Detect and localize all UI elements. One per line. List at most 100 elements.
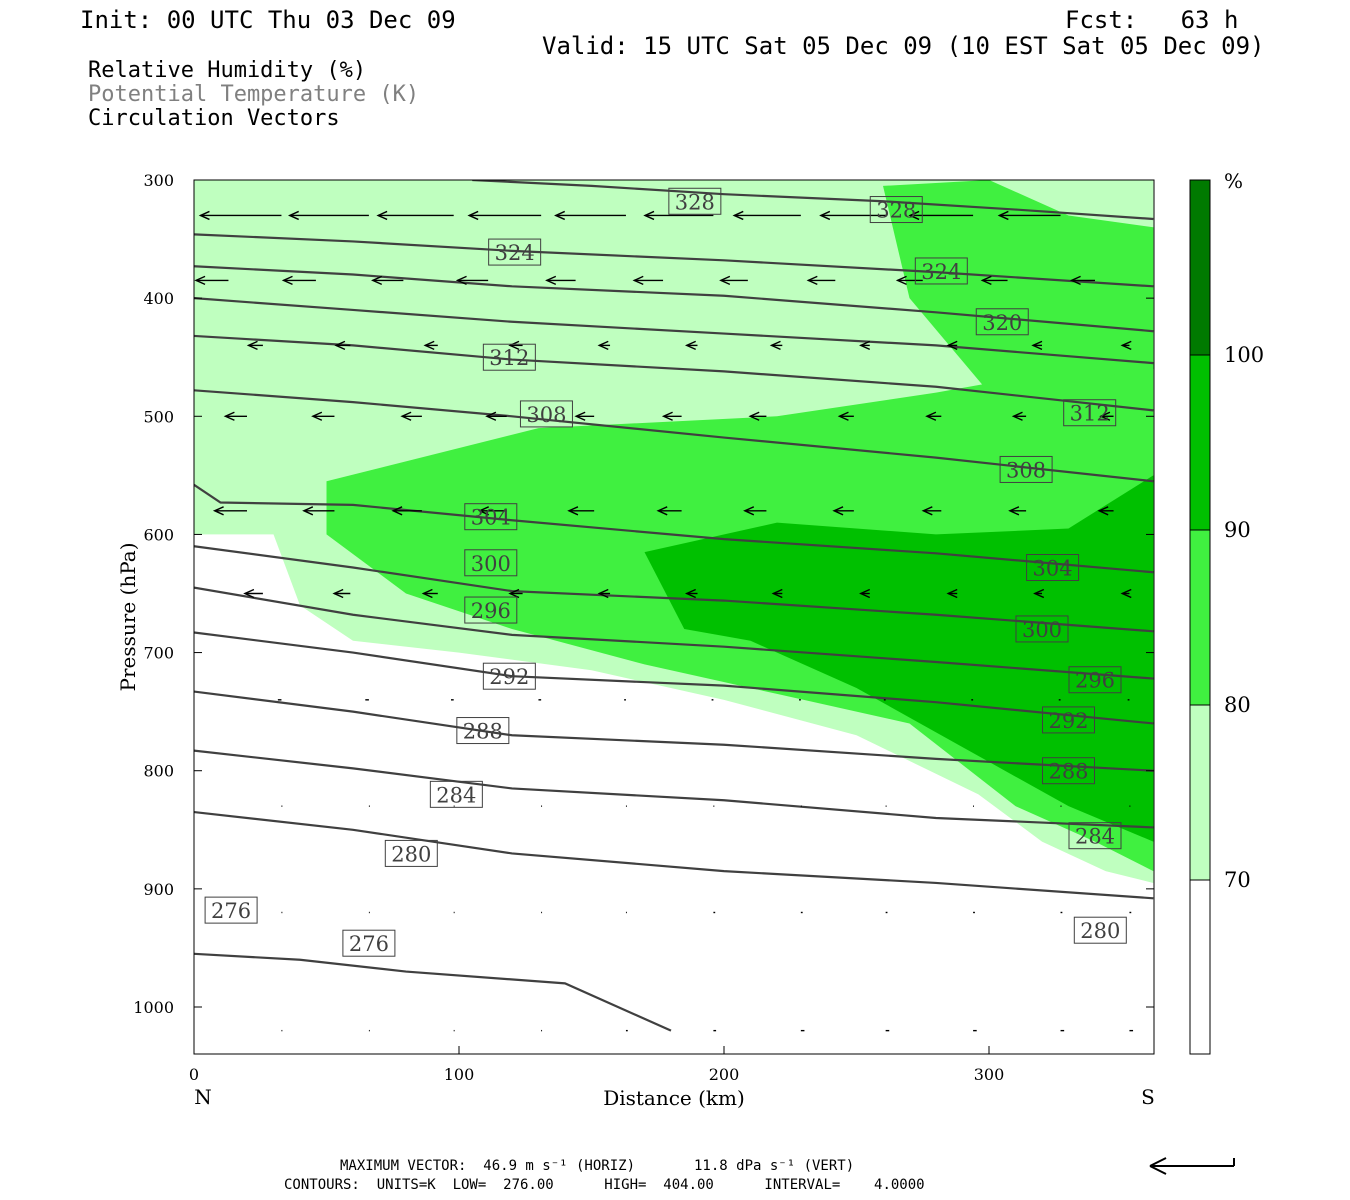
vector-head xyxy=(194,275,206,286)
y-axis-title: Pressure (hPa) xyxy=(116,543,140,692)
vector-arrow xyxy=(485,411,507,421)
vector-head xyxy=(485,411,497,421)
vector-arrow xyxy=(421,588,438,599)
x-axis-south-label: S xyxy=(1141,1085,1155,1109)
vector-arrow xyxy=(508,340,523,351)
vector-head xyxy=(400,411,412,421)
vector-arrow xyxy=(771,588,783,599)
vector-arrow xyxy=(643,210,714,221)
theta-contours xyxy=(194,180,1154,1032)
vector-arrow xyxy=(1099,411,1114,421)
colorbar-segment xyxy=(1190,705,1210,880)
vector-head xyxy=(908,210,920,221)
vector-arrow xyxy=(311,411,335,421)
theta-label-box xyxy=(1042,706,1095,734)
y-tick-label: 500 xyxy=(143,407,174,426)
vector-head xyxy=(743,506,755,516)
theta-label-text: 312 xyxy=(1070,402,1110,426)
vector-arrow xyxy=(1011,411,1027,421)
vector-head xyxy=(246,340,258,351)
vector-head xyxy=(748,411,760,421)
theta-contour-284 xyxy=(194,749,1154,829)
vector-arrow xyxy=(597,588,611,599)
x-tick-label: 100 xyxy=(444,1065,475,1084)
theta-label-box xyxy=(999,455,1053,483)
plot-frame xyxy=(193,179,1155,1055)
theta-contour-304 xyxy=(194,483,1154,574)
theta-contour-324 xyxy=(194,233,1154,288)
theta-label: 308 xyxy=(519,400,573,428)
vector-arrow xyxy=(1120,588,1132,599)
theta-label: 288 xyxy=(1042,757,1095,785)
theta-label-text: 292 xyxy=(489,665,529,689)
theta-label-text: 300 xyxy=(1022,618,1062,642)
theta-label-box xyxy=(488,238,542,266)
vector-arrow xyxy=(574,411,595,421)
vector-arrow xyxy=(684,588,698,599)
vector-head xyxy=(1011,411,1023,421)
vector-head xyxy=(508,340,520,351)
vector-head xyxy=(567,506,579,516)
vector-head xyxy=(1031,340,1043,351)
vector-arrow xyxy=(376,210,454,221)
theta-label-box xyxy=(1073,916,1127,944)
theta-label-text: 328 xyxy=(675,190,715,214)
vector-arrow xyxy=(661,411,682,421)
colorbar-segment xyxy=(1190,880,1210,1054)
vector-head xyxy=(832,506,844,516)
vector-head xyxy=(1120,588,1132,599)
theta-label-text: 308 xyxy=(526,403,566,427)
colorbar-segment xyxy=(1190,530,1210,705)
theta-contour-312 xyxy=(194,334,1154,412)
theta-label: 312 xyxy=(1063,399,1117,427)
reference-vector-head-top xyxy=(1149,1157,1167,1167)
theta-label-text: 312 xyxy=(489,346,529,370)
vector-head xyxy=(859,340,871,351)
y-tick-label: 700 xyxy=(143,644,174,663)
x-axis-title: Distance (km) xyxy=(603,1086,745,1110)
theta-label-box xyxy=(464,596,518,624)
vector-arrow xyxy=(545,275,576,286)
vector-head xyxy=(925,411,937,421)
colorbar: 100 90 80 70% xyxy=(1189,169,1264,1055)
theta-label: 312 xyxy=(482,343,536,371)
circulation-vectors xyxy=(194,210,1134,1032)
theta-contour-280 xyxy=(194,810,1154,900)
vector-head xyxy=(554,210,566,221)
vector-head xyxy=(1033,588,1045,599)
theta-label-box xyxy=(668,187,722,215)
vector-head xyxy=(455,275,467,286)
vector-arrow xyxy=(212,506,247,516)
theta-contour-300 xyxy=(194,545,1154,633)
theta-contour-288 xyxy=(194,690,1154,772)
theta-label-box xyxy=(1068,666,1122,694)
vector-arrow xyxy=(1120,340,1132,351)
vector-arrow xyxy=(732,210,801,221)
vector-arrow xyxy=(332,588,351,599)
vector-head xyxy=(806,275,818,286)
vector-head xyxy=(212,506,224,516)
vector-head xyxy=(1099,411,1111,421)
theta-label-box xyxy=(1026,554,1080,582)
theta-label-text: 320 xyxy=(982,311,1022,335)
vector-head xyxy=(837,411,849,421)
vector-head xyxy=(243,588,255,599)
y-tick-label: 900 xyxy=(143,880,174,899)
vector-arrow xyxy=(832,506,854,516)
vector-head xyxy=(287,210,299,221)
vector-arrow xyxy=(656,506,682,516)
vector-arrow xyxy=(819,210,886,221)
theta-contour-328 xyxy=(472,180,1154,221)
vector-head xyxy=(371,275,383,286)
theta-label: 280 xyxy=(384,839,438,867)
vector-head xyxy=(334,340,346,351)
vector-arrow xyxy=(198,210,282,221)
vector-arrow xyxy=(806,275,836,286)
vector-arrow xyxy=(243,588,263,599)
theta-label-text: 304 xyxy=(471,506,511,530)
field-potential-temperature: Potential Temperature (K) xyxy=(88,82,420,107)
x-tick-label: 200 xyxy=(709,1065,740,1084)
reference-vector xyxy=(1149,1157,1235,1175)
vector-head xyxy=(281,275,293,286)
theta-label-text: 296 xyxy=(471,599,511,623)
